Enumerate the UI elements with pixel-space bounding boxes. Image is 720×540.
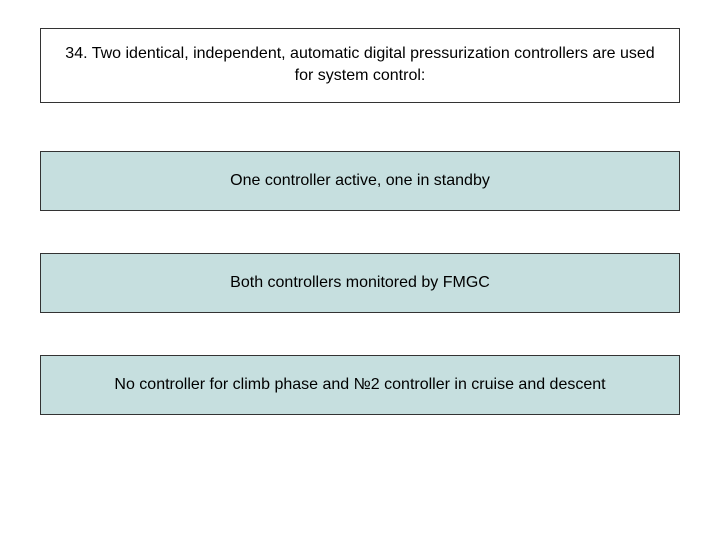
- answer-text: One controller active, one in standby: [230, 172, 490, 189]
- answer-option-1[interactable]: One controller active, one in standby: [40, 151, 680, 211]
- question-box: 34. Two identical, independent, automati…: [40, 28, 680, 103]
- answer-text: Both controllers monitored by FMGC: [230, 274, 490, 291]
- answer-text: No controller for climb phase and №2 con…: [114, 376, 605, 393]
- answer-option-2[interactable]: Both controllers monitored by FMGC: [40, 253, 680, 313]
- question-text: 34. Two identical, independent, automati…: [65, 45, 654, 84]
- answer-option-3[interactable]: No controller for climb phase and №2 con…: [40, 355, 680, 415]
